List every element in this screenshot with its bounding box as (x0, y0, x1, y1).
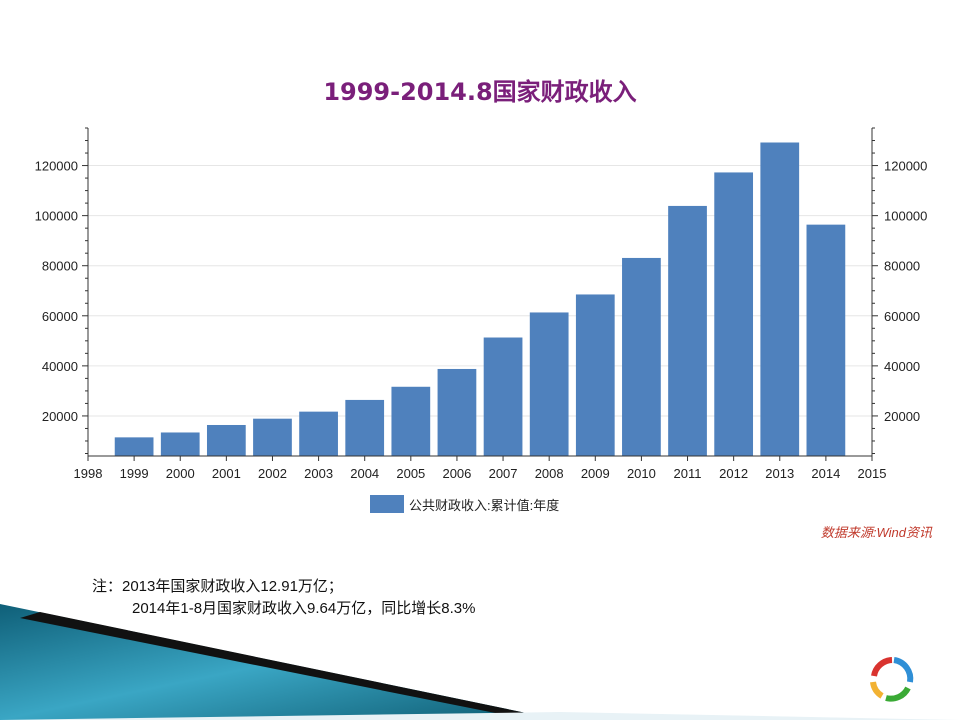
x-tick-label-1998: 1998 (74, 466, 103, 481)
x-tick-label-2004: 2004 (350, 466, 379, 481)
bar-2011 (668, 205, 707, 456)
bar-2008 (529, 312, 569, 456)
y-tick-label-left-5: 120000 (35, 159, 78, 174)
x-tick-label-1999: 1999 (120, 466, 149, 481)
footnote-line-2: 2014年1-8月国家财政收入9.64万亿，同比增长8.3% (132, 600, 476, 617)
x-tick-label-2011: 2011 (674, 466, 702, 481)
x-tick-label-2008: 2008 (535, 466, 564, 481)
x-tick-label-2002: 2002 (258, 466, 287, 481)
y-tick-label-left-4: 100000 (35, 209, 78, 224)
y-tick-label-left-2: 60000 (42, 309, 78, 324)
y-tick-label-right-2: 60000 (884, 309, 920, 324)
bar-1999 (114, 437, 154, 456)
x-tick-label-2000: 2000 (166, 466, 195, 481)
chart-title: 1999-2014.8国家财政收入 (323, 78, 637, 106)
x-tick-label-2015: 2015 (858, 466, 887, 481)
y-tick-label-right-0: 20000 (884, 409, 920, 424)
y-tick-label-right-4: 100000 (884, 209, 927, 224)
bar-2012 (714, 172, 754, 456)
bar-2007 (483, 337, 523, 456)
bar-2003 (299, 411, 338, 456)
legend-label: 公共财政收入:累计值:年度 (409, 497, 560, 513)
x-tick-label-2012: 2012 (719, 466, 748, 481)
x-tick-label-2001: 2001 (212, 466, 241, 481)
y-tick-label-right-5: 120000 (884, 159, 927, 174)
bar-2001 (206, 424, 246, 456)
bar-2000 (160, 432, 200, 456)
x-tick-label-2010: 2010 (627, 466, 656, 481)
x-tick-label-2006: 2006 (442, 466, 471, 481)
x-tick-label-2005: 2005 (396, 466, 425, 481)
x-tick-label-2007: 2007 (489, 466, 518, 481)
y-tick-label-right-1: 40000 (884, 359, 920, 374)
footnote-line-1: 注：2013年国家财政收入12.91万亿； (92, 578, 343, 595)
y-tick-label-left-1: 40000 (42, 359, 78, 374)
legend-swatch (370, 495, 404, 513)
bar-2013 (760, 142, 800, 456)
bar-2009 (575, 294, 615, 456)
legend: 公共财政收入:累计值:年度 (370, 494, 559, 514)
y-tick-label-left-3: 80000 (42, 259, 78, 274)
bar-2005 (391, 386, 431, 456)
bar-2010 (622, 257, 661, 456)
y-tick-label-left-0: 20000 (42, 409, 78, 424)
x-tick-label-2009: 2009 (581, 466, 610, 481)
footnote: 注：2013年国家财政收入12.91万亿； 2014年1-8月国家财政收入9.6… (92, 576, 475, 620)
bar-2004 (345, 399, 385, 456)
x-tick-label-2003: 2003 (304, 466, 333, 481)
bar-2006 (437, 368, 477, 456)
data-source-note: 数据来源:Wind资讯 (820, 525, 932, 540)
x-tick-label-2013: 2013 (765, 466, 794, 481)
y-tick-label-right-3: 80000 (884, 259, 920, 274)
bar-2002 (253, 418, 292, 456)
bar-2014 (806, 224, 846, 456)
x-tick-label-2014: 2014 (811, 466, 840, 481)
